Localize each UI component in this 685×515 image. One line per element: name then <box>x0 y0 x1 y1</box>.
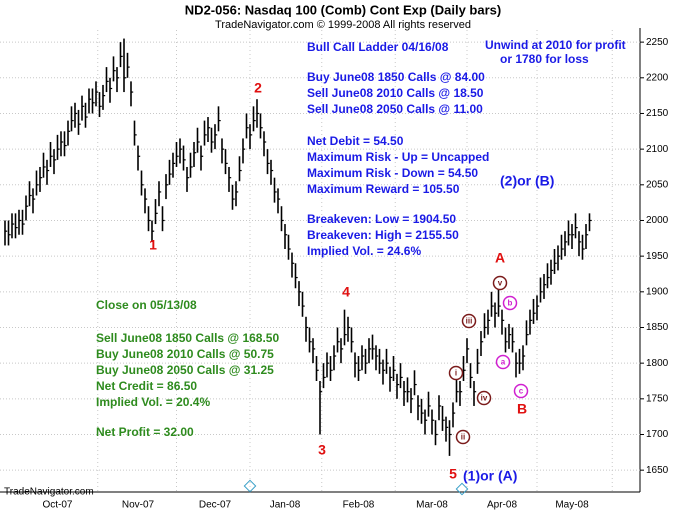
wave-label: 3 <box>318 442 326 458</box>
close-note: Close on 05/13/08 <box>96 298 197 312</box>
x-tick-label: Apr-08 <box>487 500 517 511</box>
icon <box>455 482 469 496</box>
alt-wave-label: (1)or (A) <box>463 468 517 484</box>
wave-label: 4 <box>342 284 350 300</box>
x-tick-label: Jan-08 <box>270 500 301 511</box>
y-tick-label: 1700 <box>646 429 669 440</box>
trade-note: Buy June08 1850 Calls @ 84.00 <box>307 70 485 84</box>
y-tick-label: 2250 <box>646 37 669 48</box>
subwave-label: i <box>455 369 457 378</box>
subwave-label-circle <box>461 313 477 329</box>
y-tick-label: 1850 <box>646 322 669 333</box>
close-note: Buy June08 2010 Calls @ 50.75 <box>96 347 274 361</box>
trade-note: Maximum Risk - Up = Uncapped <box>307 150 489 164</box>
close-note: Net Credit = 86.50 <box>96 379 197 393</box>
y-tick-label: 1650 <box>646 465 669 476</box>
abc-label: c <box>519 387 524 396</box>
subwave-label: iv <box>481 394 488 403</box>
wave-label: 5 <box>449 466 457 482</box>
close-note: Buy June08 2050 Calls @ 31.25 <box>96 363 274 377</box>
chart-subtitle: TradeNavigator.com © 1999-2008 All right… <box>215 19 471 31</box>
y-tick-label: 2200 <box>646 72 669 83</box>
footer: TradeNavigator.com <box>4 487 94 498</box>
trade-note: Sell June08 2010 Calls @ 18.50 <box>307 86 484 100</box>
x-tick-label: Nov-07 <box>122 500 155 511</box>
wave-label: 1 <box>149 237 157 253</box>
abc-label-circle <box>513 383 529 399</box>
trade-note: Net Debit = 54.50 <box>307 134 404 148</box>
x-tick-label: Feb-08 <box>343 500 375 511</box>
close-note: Implied Vol. = 20.4% <box>96 395 210 409</box>
trade-note: Implied Vol. = 24.6% <box>307 244 421 258</box>
abc-label-circle <box>502 295 518 311</box>
wave-label: A <box>495 250 505 266</box>
icon <box>243 479 257 493</box>
trade-note: Breakeven: Low = 1904.50 <box>307 212 456 226</box>
abc-label: b <box>508 299 513 308</box>
chart-title: ND2-056: Nasdaq 100 (Comb) Cont Exp (Dai… <box>185 2 501 17</box>
trade-note: Maximum Risk - Down = 54.50 <box>307 166 478 180</box>
subwave-label-circle <box>492 275 508 291</box>
wave-label: B <box>517 401 527 417</box>
y-tick-label: 2000 <box>646 215 669 226</box>
bars <box>4 38 592 456</box>
x-tick-label: May-08 <box>555 500 589 511</box>
subwave-label-circle <box>476 390 492 406</box>
close-note: Sell June08 1850 Calls @ 168.50 <box>96 331 279 345</box>
subwave-label: ii <box>461 433 465 442</box>
trade-note: Breakeven: High = 2155.50 <box>307 228 459 242</box>
close-note: Net Profit = 32.00 <box>96 425 194 439</box>
x-tick-label: Oct-07 <box>42 500 72 511</box>
alt-wave-label: (2)or (B) <box>500 173 554 189</box>
trade-note: Bull Call Ladder 04/16/08 <box>307 40 449 54</box>
subwave-label: v <box>498 279 503 288</box>
y-tick-label: 2150 <box>646 108 669 119</box>
abc-label: a <box>501 358 506 367</box>
y-tick-label: 1800 <box>646 358 669 369</box>
subwave-label: iii <box>466 317 473 326</box>
trade-note: Sell June08 2050 Calls @ 11.00 <box>307 102 483 116</box>
y-tick-label: 2050 <box>646 179 669 190</box>
y-tick-label: 2100 <box>646 144 669 155</box>
x-tick-label: Dec-07 <box>199 500 232 511</box>
grid <box>0 30 640 492</box>
abc-label-circle <box>495 354 511 370</box>
trade-note: Maximum Reward = 105.50 <box>307 182 460 196</box>
y-tick-label: 1750 <box>646 393 669 404</box>
wave-label: 2 <box>254 80 262 96</box>
x-tick-label: Mar-08 <box>416 500 448 511</box>
y-tick-label: 1900 <box>646 286 669 297</box>
subwave-label-circle <box>448 365 464 381</box>
y-tick-label: 1950 <box>646 251 669 262</box>
icons <box>243 479 469 496</box>
trade-note: Unwind at 2010 for profit <box>485 38 626 52</box>
trade-note: or 1780 for loss <box>500 52 589 66</box>
subwave-label-circle <box>455 429 471 445</box>
